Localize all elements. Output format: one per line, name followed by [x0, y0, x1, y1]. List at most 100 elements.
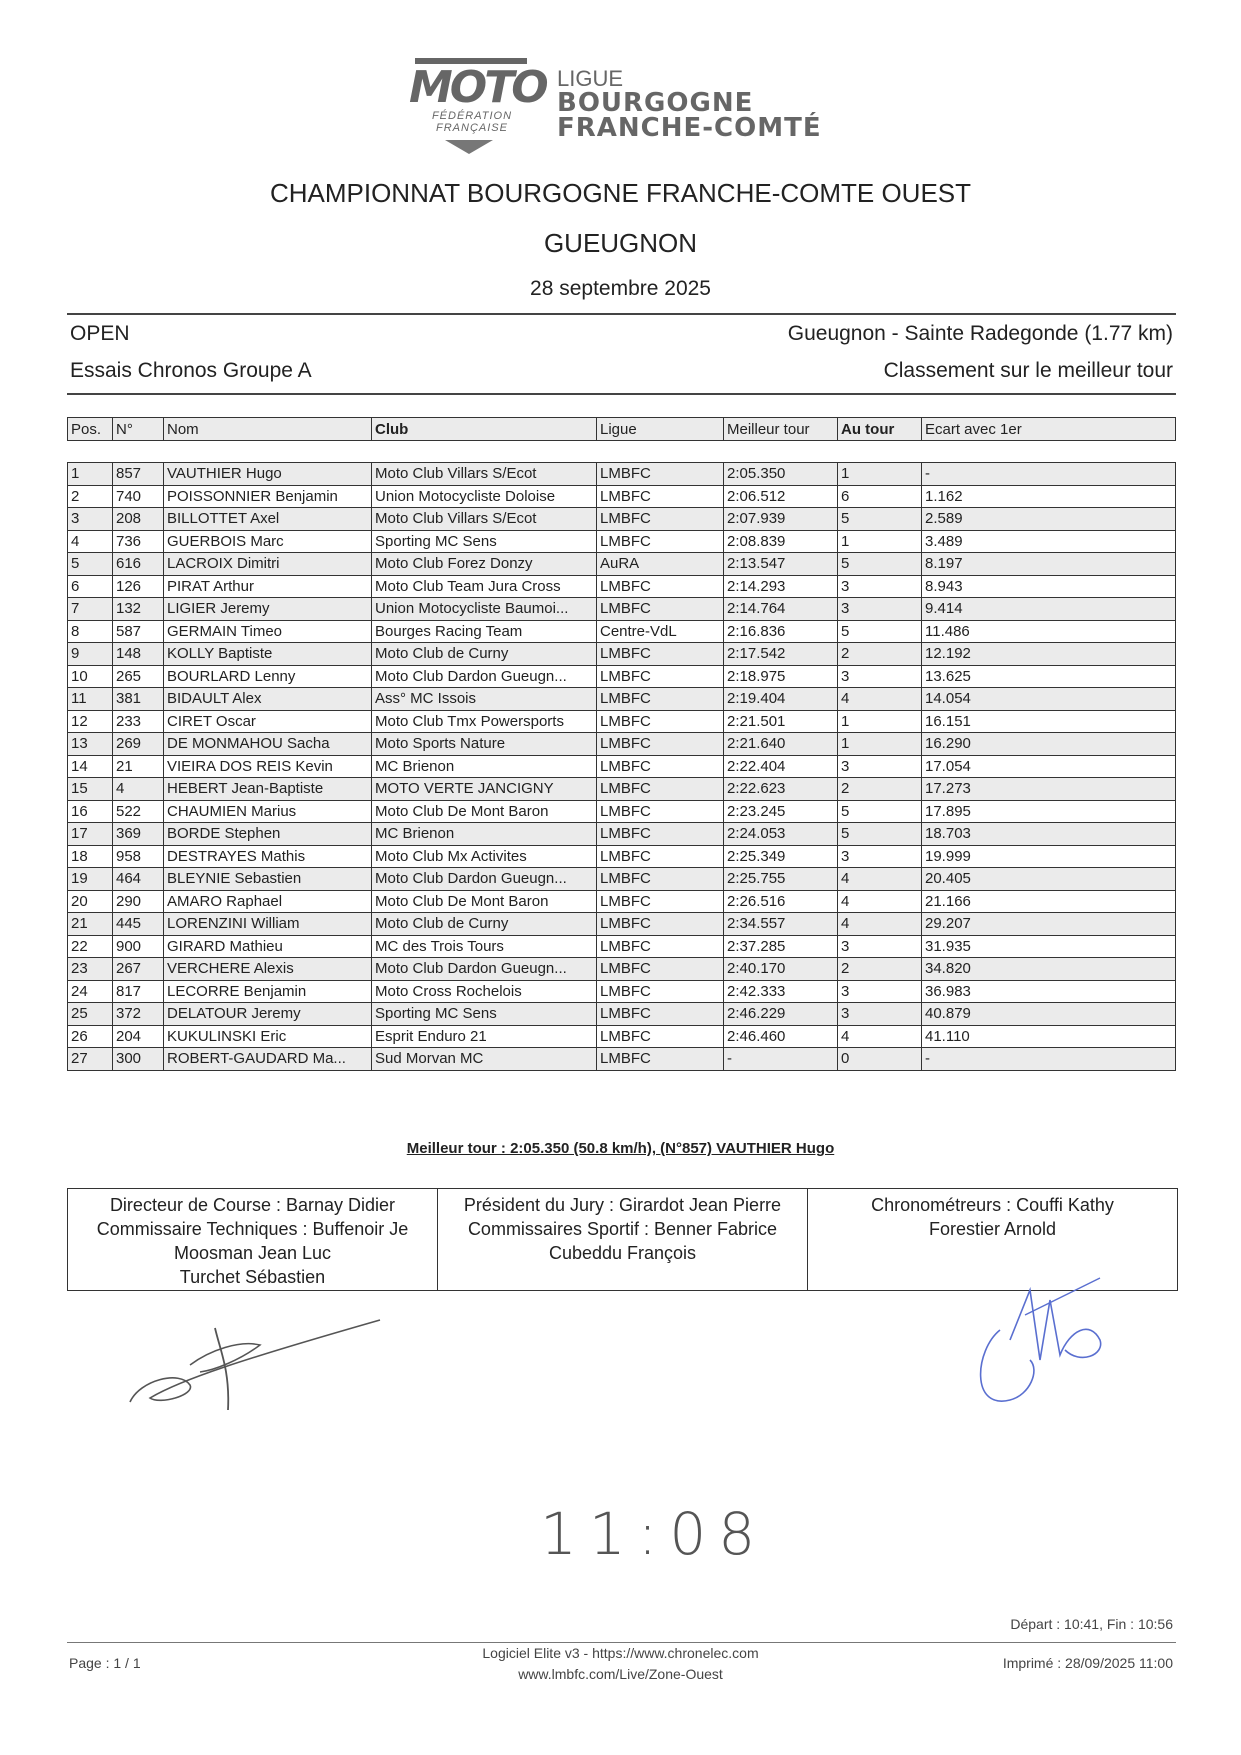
cell-name: CIRET Oscar	[163, 709, 372, 733]
cell-name: LECORRE Benjamin	[163, 979, 372, 1003]
cell-best-lap: 2:16.836	[723, 619, 838, 643]
cell-club: Moto Club Dardon Gueugn...	[371, 957, 597, 981]
col-ligue: Ligue	[596, 417, 724, 441]
cell-ligue: LMBFC	[596, 934, 724, 958]
table-row: 19 464 BLEYNIE Sebastien Moto Club Dardon G…	[67, 867, 1176, 891]
cell-lap: 4	[837, 889, 922, 913]
cell-best-lap: 2:05.350	[723, 462, 838, 486]
cell-number: 587	[112, 619, 164, 643]
cell-ligue: LMBFC	[596, 529, 724, 553]
cell-number: 132	[112, 597, 164, 621]
table-row: 26 204 KUKULINSKI Eric Esprit Enduro 21 LMBF…	[67, 1024, 1176, 1048]
page-number: Page : 1 / 1	[69, 1655, 141, 1671]
cell-club: Moto Club Villars S/Ecot	[371, 462, 597, 486]
cell-pos: 11	[67, 687, 113, 711]
cell-ligue: LMBFC	[596, 732, 724, 756]
cell-club: Moto Club De Mont Baron	[371, 799, 597, 823]
cell-gap: 8.943	[921, 574, 1176, 598]
cell-name: BORDE Stephen	[163, 822, 372, 846]
table-row: 23 267 VERCHERE Alexis Moto Club Dardon Gue…	[67, 957, 1176, 981]
cell-name: DE MONMAHOU Sacha	[163, 732, 372, 756]
cell-gap: 40.879	[921, 1002, 1176, 1026]
cell-pos: 12	[67, 709, 113, 733]
cell-name: PIRAT Arthur	[163, 574, 372, 598]
cell-name: BIDAULT Alex	[163, 687, 372, 711]
track-name: Gueugnon - Sainte Radegonde (1.77 km)	[787, 322, 1173, 345]
cell-club: Moto Club de Curny	[371, 642, 597, 666]
cell-best-lap: 2:18.975	[723, 664, 838, 688]
cell-lap: 4	[837, 1024, 922, 1048]
website-link[interactable]: www.lmbfc.com/Live/Zone-Ouest	[518, 1666, 723, 1682]
cell-ligue: LMBFC	[596, 597, 724, 621]
cell-lap: 4	[837, 867, 922, 891]
cell-pos: 21	[67, 912, 113, 936]
cell-lap: 3	[837, 574, 922, 598]
col-gap: Ecart avec 1er	[921, 417, 1176, 441]
cell-pos: 24	[67, 979, 113, 1003]
cell-number: 148	[112, 642, 164, 666]
cell-club: Moto Cross Rochelois	[371, 979, 597, 1003]
table-row: 8 587 GERMAIN Timeo Bourges Racing Team Cent…	[67, 619, 1176, 643]
cell-club: Sporting MC Sens	[371, 1002, 597, 1026]
officials-jury: Président du Jury : Girardot Jean Pierre…	[438, 1189, 808, 1290]
cell-number: 958	[112, 844, 164, 868]
cell-ligue: LMBFC	[596, 484, 724, 508]
table-row: 25 372 DELATOUR Jeremy Sporting MC Sens LMBF…	[67, 1002, 1176, 1026]
cell-club: Moto Club Tmx Powersports	[371, 709, 597, 733]
cell-club: Sud Morvan MC	[371, 1047, 597, 1071]
cell-ligue: LMBFC	[596, 462, 724, 486]
cell-ligue: LMBFC	[596, 642, 724, 666]
cell-gap: 11.486	[921, 619, 1176, 643]
cell-lap: 3	[837, 979, 922, 1003]
cell-best-lap: 2:46.229	[723, 1002, 838, 1026]
cell-club: Moto Club Villars S/Ecot	[371, 507, 597, 531]
cell-pos: 16	[67, 799, 113, 823]
cell-club: Moto Club de Curny	[371, 912, 597, 936]
cell-gap: 16.151	[921, 709, 1176, 733]
cell-club: Moto Club Dardon Gueugn...	[371, 867, 597, 891]
cell-ligue: LMBFC	[596, 799, 724, 823]
officials-timekeepers: Chronométreurs : Couffi Kathy Forestier A…	[871, 1195, 1114, 1239]
table-row: 15 4 HEBERT Jean-Baptiste MOTO VERTE JANCIG…	[67, 777, 1176, 801]
divider	[67, 393, 1176, 395]
cell-name: BLEYNIE Sebastien	[163, 867, 372, 891]
cell-club: MOTO VERTE JANCIGNY	[371, 777, 597, 801]
cell-gap: 20.405	[921, 867, 1176, 891]
cell-gap: 41.110	[921, 1024, 1176, 1048]
cell-name: VAUTHIER Hugo	[163, 462, 372, 486]
table-row: 11 381 BIDAULT Alex Ass° MC Issois LMBFC 2:19…	[67, 687, 1176, 711]
cell-lap: 3	[837, 844, 922, 868]
cell-best-lap: 2:13.547	[723, 552, 838, 576]
cell-name: DELATOUR Jeremy	[163, 1002, 372, 1026]
cell-pos: 17	[67, 822, 113, 846]
cell-pos: 7	[67, 597, 113, 621]
table-row: 9 148 KOLLY Baptiste Moto Club de Curny LMBF…	[67, 642, 1176, 666]
table-row: 20 290 AMARO Raphael Moto Club De Mont Baro…	[67, 889, 1176, 913]
cell-club: Ass° MC Issois	[371, 687, 597, 711]
ranking-mode: Classement sur le meilleur tour	[883, 359, 1173, 382]
cell-best-lap: 2:06.512	[723, 484, 838, 508]
cell-number: 265	[112, 664, 164, 688]
cell-name: DESTRAYES Mathis	[163, 844, 372, 868]
cell-pos: 13	[67, 732, 113, 756]
cell-club: Union Motocycliste Baumoi...	[371, 597, 597, 621]
cell-lap: 0	[837, 1047, 922, 1071]
federation-logo: MOTO FÉDÉRATION FRANÇAISE LIGUE BOURGOGNE…	[405, 56, 845, 156]
cell-best-lap: 2:19.404	[723, 687, 838, 711]
table-row: 6 126 PIRAT Arthur Moto Club Team Jura Cros…	[67, 574, 1176, 598]
cell-pos: 23	[67, 957, 113, 981]
cell-pos: 3	[67, 507, 113, 531]
cell-gap: -	[921, 462, 1176, 486]
cell-gap: 31.935	[921, 934, 1176, 958]
table-row: 16 522 CHAUMIEN Marius Moto Club De Mont Ba…	[67, 799, 1176, 823]
col-pos: Pos.	[67, 417, 113, 441]
cell-gap: 2.589	[921, 507, 1176, 531]
table-row: 10 265 BOURLARD Lenny Moto Club Dardon Gueu…	[67, 664, 1176, 688]
cell-number: 857	[112, 462, 164, 486]
cell-best-lap: 2:24.053	[723, 822, 838, 846]
cell-club: Esprit Enduro 21	[371, 1024, 597, 1048]
cell-best-lap: 2:26.516	[723, 889, 838, 913]
table-row: 12 233 CIRET Oscar Moto Club Tmx Powersport…	[67, 709, 1176, 733]
cell-lap: 5	[837, 552, 922, 576]
cell-lap: 3	[837, 597, 922, 621]
